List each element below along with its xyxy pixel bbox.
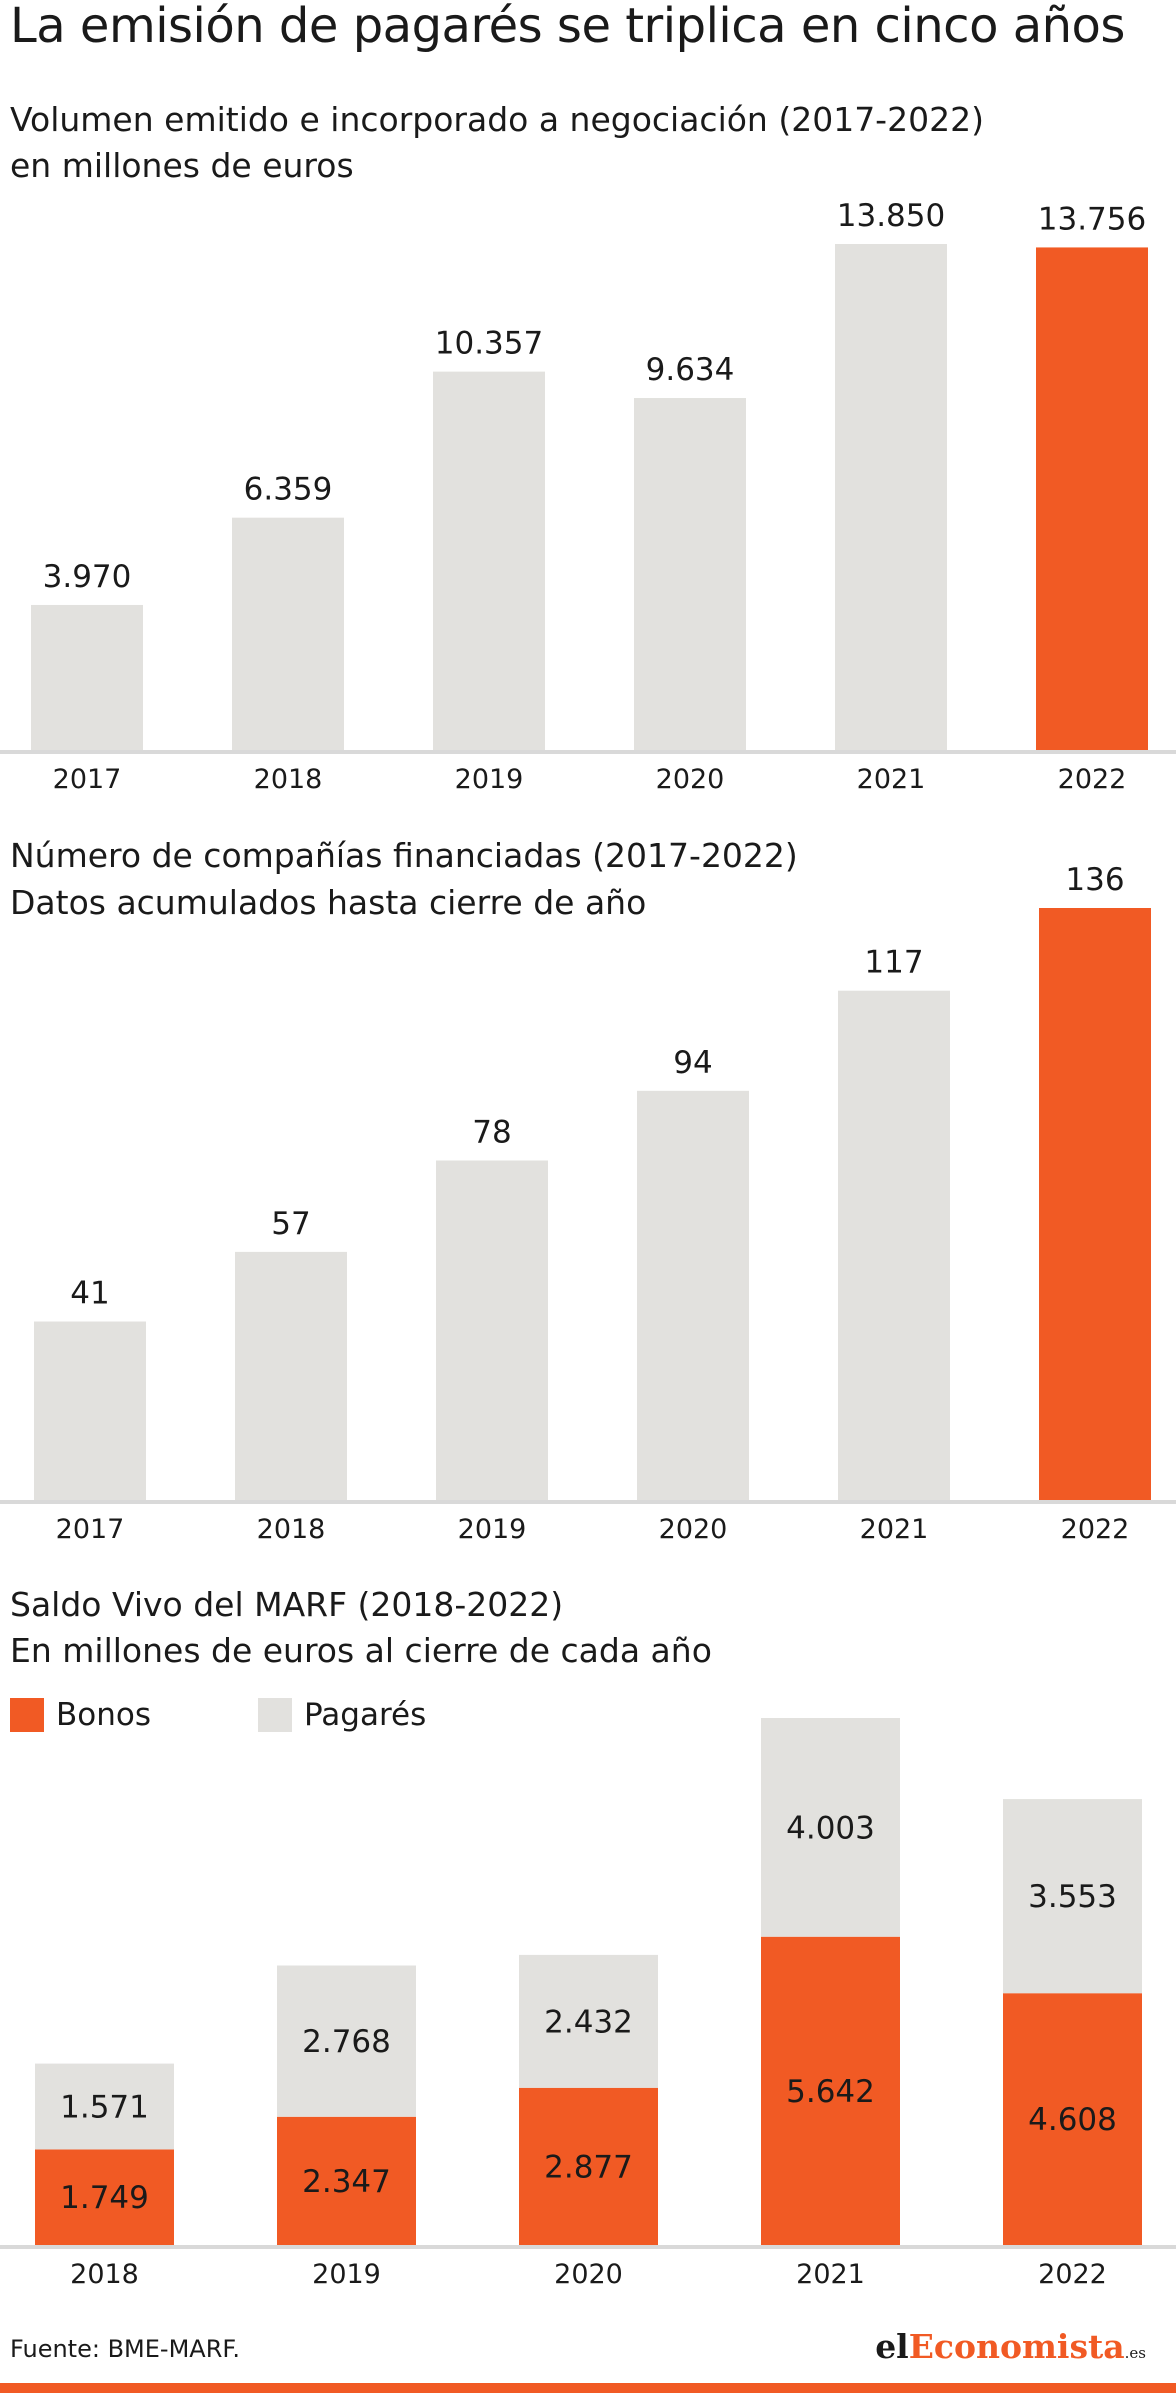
x-tick-label-2020: 2020 — [659, 1514, 728, 1545]
value-label-pagarés-2021: 4.003 — [786, 1810, 875, 1846]
value-label-2019: 10.357 — [435, 326, 543, 362]
value-label-2022: 136 — [1065, 862, 1124, 898]
bar-bonos-2021 — [761, 1936, 900, 2245]
value-label-pagarés-2022: 3.553 — [1028, 1879, 1117, 1915]
source-note: Fuente: BME-MARF. — [10, 2335, 240, 2363]
x-tick-label-2017: 2017 — [53, 764, 122, 795]
chart3-saldo-stacked-bar-chart: 1.749 1.571 2018 2.347 2.768 2019 2.877 2.432 20… — [0, 1718, 1176, 2290]
bar-2021 — [838, 990, 950, 1500]
value-label-2020: 9.634 — [646, 352, 735, 388]
bar-2022 — [1036, 247, 1148, 751]
x-axis-line — [0, 1500, 1176, 1504]
chart2-subtitle-line2: Datos acumulados hasta cierre de año — [10, 883, 647, 922]
chart1-subtitle-line2: en millones de euros — [10, 146, 354, 185]
bar-2017 — [31, 604, 143, 750]
bar-2020 — [637, 1090, 749, 1500]
bar-2021 — [835, 244, 947, 750]
x-tick-label-2021: 2021 — [796, 2259, 865, 2290]
eleconomista-logo: elEconomista.es — [875, 2327, 1146, 2366]
value-label-pagarés-2019: 2.768 — [302, 2024, 391, 2060]
bar-2017 — [34, 1321, 146, 1500]
x-axis-line — [0, 750, 1176, 754]
legend-label-pagares: Pagarés — [304, 1697, 427, 1733]
bar-2018 — [232, 517, 344, 750]
chart2-subtitle-line1: Número de compañías financiadas (2017-20… — [10, 836, 798, 875]
x-tick-label-2019: 2019 — [455, 764, 524, 795]
bar-bonos-2019 — [277, 2116, 416, 2245]
legend-item-bonos: Bonos — [10, 1697, 151, 1733]
bar-pagarés-2018 — [35, 2063, 174, 2150]
bar-2019 — [436, 1160, 548, 1500]
value-label-2017: 41 — [70, 1276, 109, 1312]
bar-2022 — [1039, 908, 1151, 1500]
x-axis-line — [0, 2245, 1176, 2249]
bar-bonos-2022 — [1003, 1993, 1142, 2245]
bar-pagarés-2020 — [519, 1954, 658, 2088]
legend-label-bonos: Bonos — [56, 1697, 151, 1733]
value-label-bonos-2020: 2.877 — [544, 2149, 633, 2185]
legend-swatch-pagares — [258, 1698, 292, 1732]
x-tick-label-2017: 2017 — [56, 1514, 125, 1545]
value-label-2022: 13.756 — [1038, 201, 1146, 237]
x-tick-label-2018: 2018 — [70, 2259, 139, 2290]
value-label-2018: 6.359 — [244, 472, 333, 508]
x-tick-label-2022: 2022 — [1061, 1514, 1130, 1545]
chart3-subtitle-line2: En millones de euros al cierre de cada a… — [10, 1631, 712, 1670]
bar-bonos-2018 — [35, 2149, 174, 2245]
bar-2018 — [235, 1251, 347, 1500]
x-tick-label-2020: 2020 — [554, 2259, 623, 2290]
x-tick-label-2022: 2022 — [1058, 764, 1127, 795]
x-tick-label-2022: 2022 — [1038, 2259, 1107, 2290]
value-label-2021: 13.850 — [837, 198, 945, 234]
value-label-2017: 3.970 — [43, 559, 132, 595]
bar-pagarés-2021 — [761, 1718, 900, 1937]
x-tick-label-2021: 2021 — [857, 764, 926, 795]
x-tick-label-2021: 2021 — [860, 1514, 929, 1545]
bar-bonos-2020 — [519, 2087, 658, 2245]
value-label-bonos-2022: 4.608 — [1028, 2102, 1117, 2138]
bottom-accent-bar — [0, 2383, 1176, 2393]
legend-item-pagares: Pagarés — [258, 1697, 426, 1733]
bar-2019 — [433, 371, 545, 750]
x-tick-label-2018: 2018 — [254, 764, 323, 795]
value-label-2019: 78 — [472, 1114, 511, 1150]
bar-pagarés-2022 — [1003, 1799, 1142, 1994]
x-tick-label-2019: 2019 — [312, 2259, 381, 2290]
legend-swatch-bonos — [10, 1698, 44, 1732]
value-label-bonos-2018: 1.749 — [60, 2180, 149, 2216]
value-label-pagarés-2020: 2.432 — [544, 2004, 633, 2040]
bar-2020 — [634, 398, 746, 750]
value-label-bonos-2021: 5.642 — [786, 2074, 875, 2110]
x-tick-label-2020: 2020 — [656, 764, 725, 795]
value-label-2018: 57 — [271, 1206, 310, 1242]
chart1-volume-bar-chart: 3.970 2017 6.359 2018 10.357 2019 9.634 2020 13.… — [0, 198, 1176, 795]
chart-title: La emisión de pagarés se triplica en cin… — [10, 0, 1125, 54]
x-tick-label-2018: 2018 — [257, 1514, 326, 1545]
chart1-subtitle-line1: Volumen emitido e incorporado a negociac… — [10, 100, 984, 139]
value-label-bonos-2019: 2.347 — [302, 2164, 391, 2200]
value-label-pagarés-2018: 1.571 — [60, 2090, 149, 2126]
chart3-subtitle-line1: Saldo Vivo del MARF (2018-2022) — [10, 1585, 564, 1624]
bar-pagarés-2019 — [277, 1965, 416, 2117]
x-tick-label-2019: 2019 — [458, 1514, 527, 1545]
value-label-2020: 94 — [673, 1045, 712, 1081]
chart2-companies-bar-chart: 41 2017 57 2018 78 2019 94 2020 117 2021 136 2022 — [0, 862, 1176, 1545]
value-label-2021: 117 — [864, 945, 923, 981]
